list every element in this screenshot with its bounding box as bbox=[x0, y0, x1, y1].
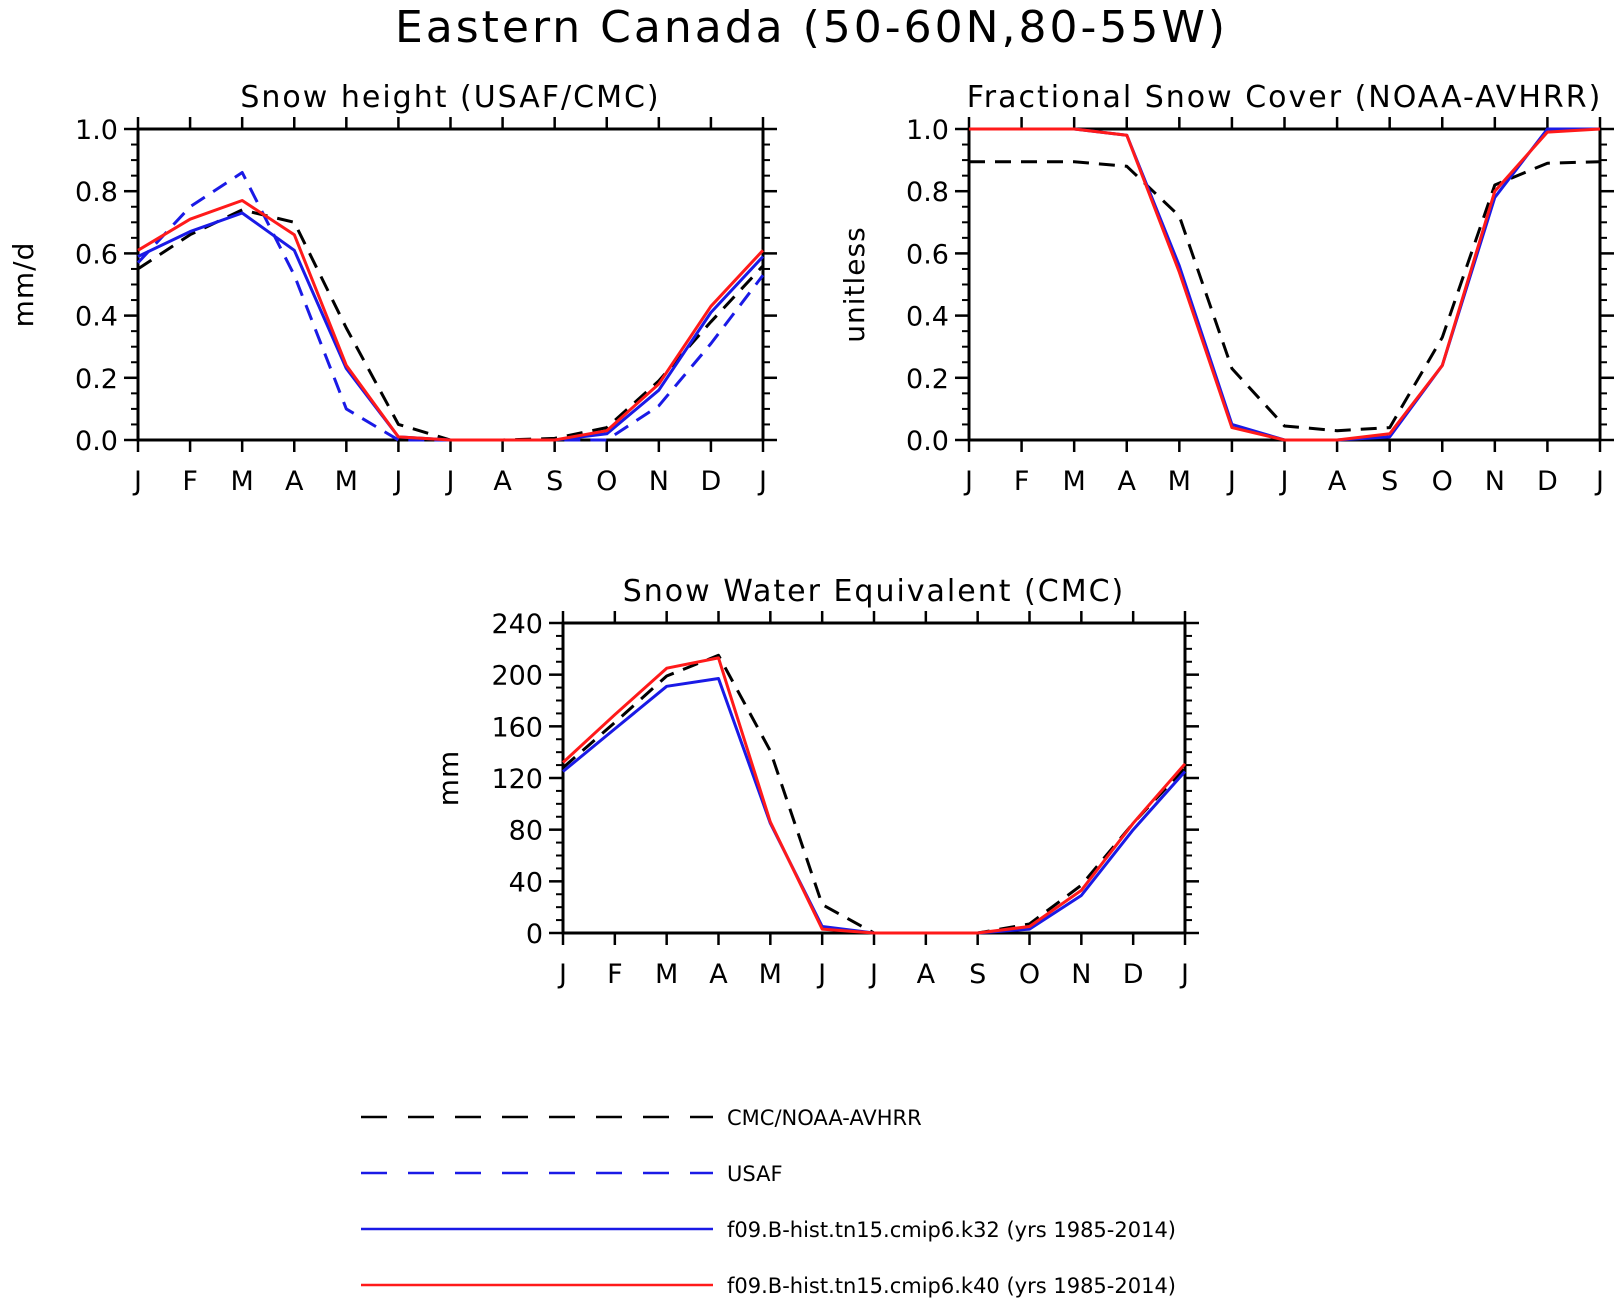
x-tick-label: A bbox=[493, 466, 512, 497]
x-tick-label: J bbox=[557, 959, 567, 990]
plot-frame bbox=[136, 127, 765, 442]
x-tick-label: J bbox=[445, 466, 455, 497]
x-tick-label: J bbox=[1179, 959, 1189, 990]
chart-panel-2: J F M A M J J A S O N D J0.00.20.40.60.81.0Fractiona… bbox=[838, 80, 1614, 497]
y-tick-label: 0.8 bbox=[906, 177, 949, 208]
x-tick-label: J bbox=[1226, 466, 1236, 497]
x-tick-label: J bbox=[132, 466, 142, 497]
series-line-f09-b-hist-tn15-cmip6-k40-yrs-1985-2014- bbox=[561, 656, 1187, 935]
x-tick-label: A bbox=[1328, 466, 1347, 497]
x-tick-label: J bbox=[392, 466, 402, 497]
x-tick-label: N bbox=[1071, 959, 1091, 990]
legend-label: f09.B-hist.tn15.cmip6.k32 (yrs 1985-2014… bbox=[727, 1218, 1176, 1242]
x-tick-label: A bbox=[709, 959, 728, 990]
x-tick-label: N bbox=[1485, 466, 1505, 497]
y-axis-label: mm/d bbox=[7, 242, 40, 328]
series-line-cmc-noaa-avhrr bbox=[562, 653, 1187, 935]
plot-frame bbox=[967, 127, 1602, 442]
x-tick-label: J bbox=[868, 959, 878, 990]
y-tick-label: 1.0 bbox=[906, 115, 949, 146]
x-tick-label: D bbox=[1123, 959, 1144, 990]
legend: CMC/NOAA-AVHRR USAF f09.B-hist.tn15.cmip6.… bbox=[361, 1106, 1176, 1298]
x-tick-label: O bbox=[596, 466, 617, 497]
x-tick-label: J bbox=[1279, 466, 1289, 497]
x-tick-label: M bbox=[655, 959, 678, 990]
y-tick-label: 1.0 bbox=[75, 115, 118, 146]
x-tick-label: S bbox=[546, 466, 563, 497]
series-line-f09-b-hist-tn15-cmip6-k40-yrs-1985-2014- bbox=[969, 127, 1601, 442]
x-tick-label: O bbox=[1432, 466, 1453, 497]
x-tick-label: J bbox=[816, 959, 826, 990]
y-axis-label: mm bbox=[432, 750, 465, 807]
x-tick-label: D bbox=[1537, 466, 1558, 497]
y-axis-label: unitless bbox=[838, 226, 871, 342]
x-tick-label: O bbox=[1019, 959, 1040, 990]
y-tick-label: 240 bbox=[491, 609, 543, 640]
x-tick-label: S bbox=[969, 959, 986, 990]
series-line-cmc-noaa-avhrr bbox=[969, 160, 1601, 433]
series-line-cmc-noaa-avhrr bbox=[137, 208, 765, 442]
y-tick-label: 0.8 bbox=[75, 177, 118, 208]
legend-item: f09.B-hist.tn15.cmip6.k40 (yrs 1985-2014… bbox=[361, 1274, 1176, 1298]
y-tick-label: 0.2 bbox=[906, 364, 949, 395]
legend-item: CMC/NOAA-AVHRR bbox=[361, 1106, 922, 1130]
x-tick-label: F bbox=[182, 466, 198, 497]
x-tick-label: M bbox=[231, 466, 254, 497]
plot-frame bbox=[561, 621, 1187, 935]
x-tick-label: F bbox=[1014, 466, 1030, 497]
y-tick-label: 0.4 bbox=[75, 302, 118, 333]
x-tick-label: J bbox=[1594, 466, 1604, 497]
x-tick-label: A bbox=[285, 466, 304, 497]
x-tick-label: M bbox=[1063, 466, 1086, 497]
series-line-f09-b-hist-tn15-cmip6-k32-yrs-1985-2014- bbox=[137, 211, 765, 442]
legend-label: f09.B-hist.tn15.cmip6.k40 (yrs 1985-2014… bbox=[727, 1274, 1176, 1298]
legend-label: CMC/NOAA-AVHRR bbox=[727, 1106, 922, 1130]
y-tick-label: 160 bbox=[491, 712, 543, 743]
x-tick-label: F bbox=[607, 959, 623, 990]
y-tick-label: 0.6 bbox=[75, 239, 118, 270]
legend-item: f09.B-hist.tn15.cmip6.k32 (yrs 1985-2014… bbox=[361, 1218, 1176, 1242]
panel-title: Snow height (USAF/CMC) bbox=[240, 80, 660, 115]
x-tick-label: M bbox=[759, 959, 782, 990]
x-tick-label: M bbox=[1168, 466, 1191, 497]
series-line-f09-b-hist-tn15-cmip6-k40-yrs-1985-2014- bbox=[137, 199, 765, 442]
x-tick-label: A bbox=[917, 959, 936, 990]
y-tick-label: 0.0 bbox=[75, 426, 118, 457]
y-tick-label: 120 bbox=[491, 764, 543, 795]
x-tick-label: M bbox=[335, 466, 358, 497]
panel-title: Snow Water Equivalent (CMC) bbox=[623, 574, 1125, 609]
y-tick-label: 0 bbox=[526, 919, 543, 950]
x-tick-label: A bbox=[1118, 466, 1137, 497]
x-tick-label: D bbox=[701, 466, 722, 497]
x-tick-label: J bbox=[757, 466, 767, 497]
x-tick-label: S bbox=[1381, 466, 1398, 497]
figure-title: Eastern Canada (50-60N,80-55W) bbox=[394, 2, 1229, 53]
x-tick-label: N bbox=[649, 466, 669, 497]
y-tick-label: 0.2 bbox=[75, 364, 118, 395]
y-tick-label: 80 bbox=[509, 816, 543, 847]
y-tick-label: 0.4 bbox=[906, 302, 949, 333]
series-line-usaf bbox=[136, 171, 765, 442]
y-tick-label: 0.6 bbox=[906, 239, 949, 270]
x-tick-label: J bbox=[963, 466, 973, 497]
panel-title: Fractional Snow Cover (NOAA-AVHRR) bbox=[967, 80, 1603, 115]
series-line-f09-b-hist-tn15-cmip6-k32-yrs-1985-2014- bbox=[969, 127, 1600, 442]
y-tick-label: 200 bbox=[491, 661, 543, 692]
y-tick-label: 40 bbox=[509, 867, 543, 898]
series-line-f09-b-hist-tn15-cmip6-k32-yrs-1985-2014- bbox=[562, 677, 1187, 935]
y-tick-label: 0.0 bbox=[906, 426, 949, 457]
legend-item: USAF bbox=[361, 1162, 783, 1186]
legend-label: USAF bbox=[727, 1162, 783, 1186]
